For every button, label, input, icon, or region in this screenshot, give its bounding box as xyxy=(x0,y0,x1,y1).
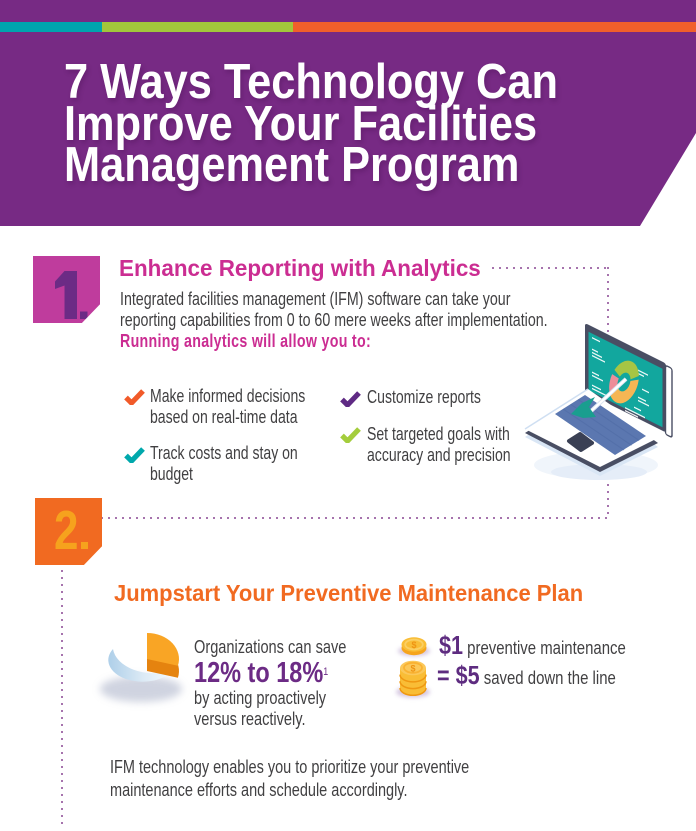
svg-text:$: $ xyxy=(410,664,415,674)
svg-text:$: $ xyxy=(411,640,416,650)
